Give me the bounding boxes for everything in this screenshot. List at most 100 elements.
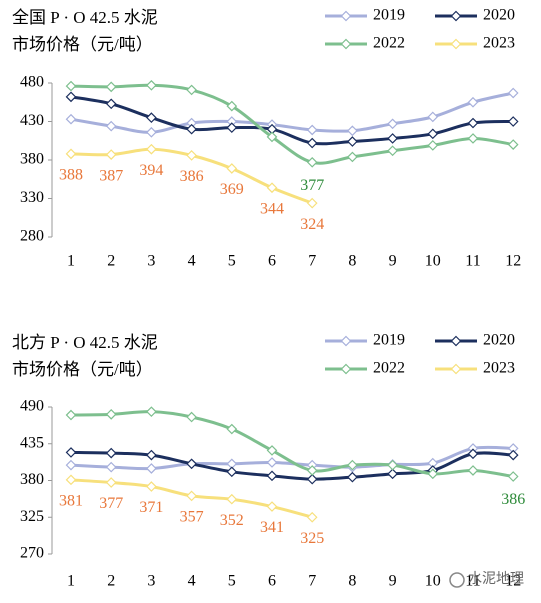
x-tick-label: 7 <box>308 573 316 590</box>
data-label: 388 <box>59 167 83 184</box>
x-tick-label: 3 <box>147 253 155 270</box>
point <box>146 79 157 91</box>
legend-label: 2023 <box>483 360 515 377</box>
y-tick-label: 490 <box>20 398 44 415</box>
point <box>105 477 117 488</box>
legend-marker <box>340 10 352 22</box>
data-label: 387 <box>99 167 123 184</box>
point <box>65 113 77 125</box>
x-tick-label: 8 <box>348 573 356 590</box>
data-label: 369 <box>220 181 244 198</box>
data-label: 344 <box>260 200 284 217</box>
x-tick-label: 8 <box>348 253 356 270</box>
x-tick-label: 2 <box>107 573 115 590</box>
point <box>146 406 157 418</box>
point <box>105 409 117 420</box>
chart-title: 全国 P · O 42.5 水泥 <box>12 8 158 27</box>
point <box>226 466 238 478</box>
point <box>105 461 117 473</box>
point <box>146 126 157 138</box>
point <box>186 84 197 96</box>
point <box>387 468 398 480</box>
point <box>226 493 238 505</box>
point <box>507 139 519 150</box>
point <box>347 136 358 147</box>
chart-subtitle: 市场价格（元/吨） <box>12 35 153 54</box>
chart-subtitle: 市场价格（元/吨） <box>12 360 153 379</box>
point <box>387 118 398 130</box>
point <box>507 449 519 461</box>
point <box>507 471 519 482</box>
point <box>226 423 238 435</box>
point <box>306 156 318 168</box>
data-label: 324 <box>300 216 324 233</box>
point <box>65 148 77 160</box>
point <box>266 131 278 143</box>
y-tick-label: 430 <box>20 112 44 129</box>
point <box>306 124 318 136</box>
point <box>387 459 398 471</box>
point <box>65 447 77 458</box>
data-label: 377 <box>99 495 123 512</box>
point <box>146 463 157 474</box>
data-label: 341 <box>260 519 284 536</box>
x-tick-label: 11 <box>465 573 480 590</box>
point <box>105 447 117 459</box>
x-tick-label: 5 <box>228 253 236 270</box>
point <box>467 117 479 129</box>
point <box>186 150 197 161</box>
watermark-icon <box>449 572 465 588</box>
x-tick-label: 3 <box>147 573 155 590</box>
data-label: 325 <box>300 530 324 547</box>
data-label: 377 <box>300 177 324 194</box>
point <box>186 411 197 423</box>
point <box>186 123 197 135</box>
point <box>306 197 318 209</box>
x-tick-label: 4 <box>188 573 196 590</box>
chart-title: 北方 P · O 42.5 水泥 <box>12 333 158 352</box>
x-tick-label: 7 <box>308 253 316 270</box>
y-tick-label: 330 <box>20 189 44 206</box>
point <box>105 98 117 110</box>
point <box>266 445 278 456</box>
point <box>427 468 439 480</box>
x-tick-label: 11 <box>465 253 480 270</box>
legend-marker <box>450 363 462 375</box>
watermark: 水泥地理 <box>468 571 524 587</box>
x-tick-label: 9 <box>389 253 397 270</box>
point <box>146 112 157 123</box>
legend-label: 2019 <box>373 7 405 24</box>
point <box>226 122 238 134</box>
data-label: 381 <box>59 493 83 510</box>
point <box>105 149 117 160</box>
point <box>427 128 439 140</box>
legend-marker <box>450 335 462 347</box>
x-tick-label: 1 <box>67 253 75 270</box>
x-tick-label: 5 <box>228 573 236 590</box>
y-tick-label: 280 <box>20 228 44 245</box>
legend-label: 2019 <box>373 332 405 349</box>
legend-label: 2022 <box>373 360 405 377</box>
data-label: 386 <box>501 491 525 508</box>
point <box>226 100 238 112</box>
y-tick-label: 270 <box>20 545 44 562</box>
legend-label: 2020 <box>483 7 515 24</box>
x-tick-label: 10 <box>425 573 441 590</box>
legend-marker <box>340 335 352 347</box>
point <box>65 459 77 471</box>
x-tick-label: 6 <box>268 573 276 590</box>
point <box>467 133 479 144</box>
point <box>347 459 358 471</box>
point <box>146 449 157 461</box>
y-tick-label: 325 <box>20 508 44 525</box>
x-tick-label: 12 <box>505 253 521 270</box>
legend-marker <box>450 38 462 50</box>
data-label: 386 <box>180 168 204 185</box>
y-tick-label: 380 <box>20 151 44 168</box>
point <box>467 96 479 108</box>
point <box>427 111 439 123</box>
point <box>266 182 278 194</box>
y-tick-label: 480 <box>20 74 44 91</box>
